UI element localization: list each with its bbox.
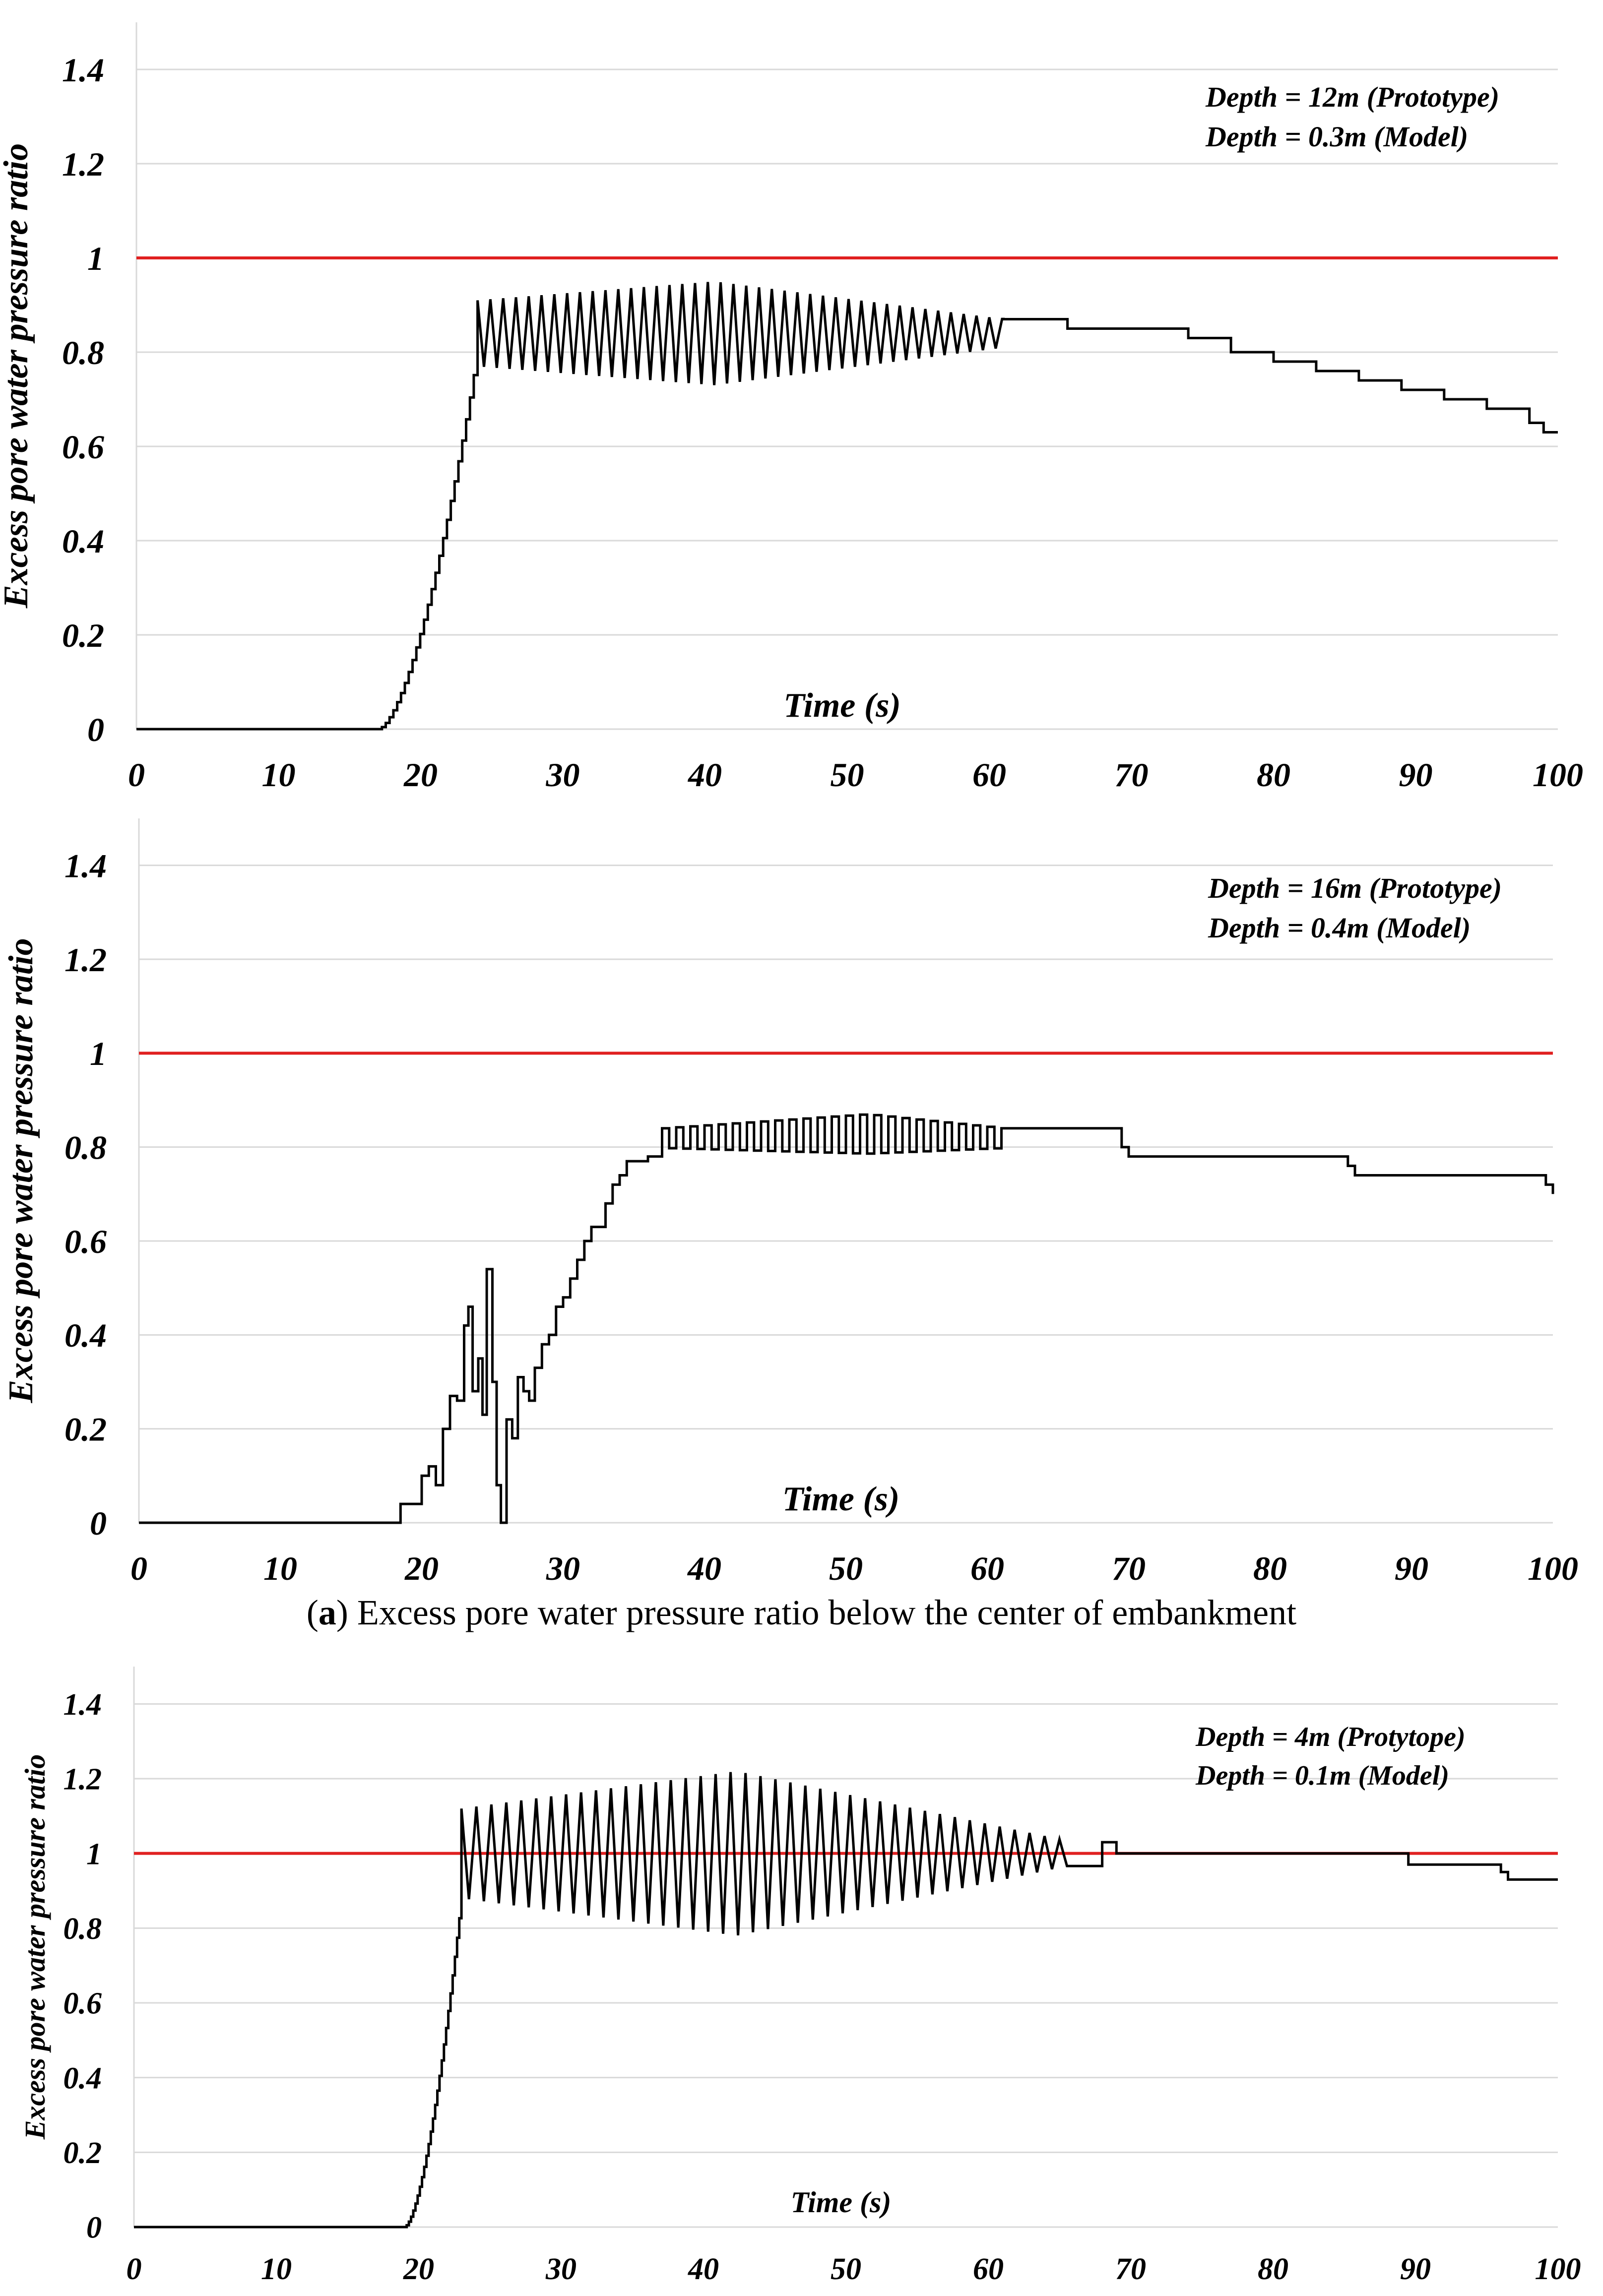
y-tick-label: 0.2 bbox=[64, 1410, 107, 1448]
x-tick-label: 20 bbox=[403, 2252, 434, 2286]
x-tick-label: 60 bbox=[970, 1550, 1004, 1587]
y-tick-label: 1.4 bbox=[62, 51, 104, 89]
y-tick-label: 0 bbox=[86, 2211, 102, 2245]
x-tick-label: 80 bbox=[1253, 1550, 1287, 1587]
y-tick-label: 0 bbox=[87, 711, 104, 748]
chart-panel-2: 0 0.2 0.4 0.6 0.8 1 1.2 1.4 0 10 20 30 40 50 60 70 80 90 1… bbox=[2, 818, 1578, 1587]
depth-annotation: Depth = 0.1m (Model) bbox=[1195, 1760, 1449, 1791]
caption-text: ) Excess pore water pressure ratio below… bbox=[336, 1593, 1297, 1632]
x-tick-label: 40 bbox=[687, 756, 722, 794]
series-line bbox=[136, 282, 1558, 731]
depth-annotation: Depth = 16m (Prototype) bbox=[1208, 872, 1502, 904]
x-tick-label: 0 bbox=[128, 756, 145, 794]
x-tick-label: 10 bbox=[263, 1550, 297, 1587]
chart-panel-3: 0 0.2 0.4 0.6 0.8 1 1.2 1.4 0 10 20 30 40 50 60 70 80 90 1… bbox=[19, 1667, 1581, 2286]
y-tick-label: 0 bbox=[90, 1504, 107, 1542]
y-tick-label: 0.6 bbox=[64, 1987, 102, 2021]
series-line bbox=[134, 1772, 1558, 2229]
x-tick-label: 20 bbox=[404, 1550, 439, 1587]
y-tick-label: 1.2 bbox=[64, 1763, 102, 1797]
x-axis-title: Time (s) bbox=[782, 1480, 900, 1518]
x-tick-label: 70 bbox=[1112, 1550, 1146, 1587]
y-tick-label: 0.2 bbox=[64, 2136, 102, 2170]
y-tick-label: 1.4 bbox=[64, 1688, 102, 1722]
y-tick-label: 1 bbox=[90, 1035, 107, 1072]
x-tick-label: 10 bbox=[261, 2252, 292, 2286]
y-tick-label: 1.4 bbox=[64, 847, 107, 884]
depth-annotation: Depth = 4m (Protytope) bbox=[1195, 1722, 1466, 1752]
x-tick-label: 0 bbox=[130, 1550, 147, 1587]
y-tick-label: 0.8 bbox=[64, 1128, 107, 1166]
y-tick-label: 1.2 bbox=[62, 145, 104, 183]
y-axis-title: Excess pore water pressure ratio bbox=[2, 938, 40, 1403]
y-tick-label: 0.4 bbox=[64, 2061, 102, 2095]
x-tick-label: 100 bbox=[1528, 1550, 1578, 1587]
x-tick-label: 30 bbox=[545, 2252, 577, 2286]
y-tick-label: 0.6 bbox=[62, 428, 104, 466]
y-tick-label: 1 bbox=[87, 240, 104, 277]
depth-annotation: Depth = 12m (Prototype) bbox=[1205, 81, 1499, 113]
x-tick-label: 90 bbox=[1400, 2252, 1431, 2286]
x-tick-label: 80 bbox=[1258, 2252, 1288, 2286]
y-axis-title: Excess pore water pressure ratio bbox=[0, 143, 35, 609]
y-tick-label: 0.4 bbox=[64, 1316, 107, 1354]
x-tick-label: 70 bbox=[1115, 2252, 1146, 2286]
y-tick-label: 0.8 bbox=[64, 1912, 102, 1946]
x-tick-label: 100 bbox=[1535, 2252, 1581, 2286]
chart-panel-1: 0 0.2 0.4 0.6 0.8 1 1.2 1.4 0 10 20 30 40 50 60 70 80 90 1… bbox=[0, 22, 1583, 794]
x-tick-label: 40 bbox=[687, 1550, 721, 1587]
x-tick-label: 10 bbox=[262, 756, 296, 794]
x-tick-label: 30 bbox=[546, 756, 580, 794]
x-tick-label: 70 bbox=[1115, 756, 1149, 794]
y-axis-title: Excess pore water pressure ratio bbox=[19, 1754, 51, 2140]
x-axis-title: Time (s) bbox=[783, 686, 901, 725]
x-tick-label: 50 bbox=[831, 756, 864, 794]
figure-caption: (a) Excess pore water pressure ratio bel… bbox=[306, 1593, 1297, 1632]
x-tick-label: 100 bbox=[1533, 756, 1583, 794]
y-tick-label: 0.8 bbox=[62, 334, 104, 372]
x-tick-label: 80 bbox=[1257, 756, 1290, 794]
caption-label: a bbox=[318, 1593, 336, 1632]
x-tick-label: 60 bbox=[972, 756, 1006, 794]
depth-annotation: Depth = 0.3m (Model) bbox=[1205, 121, 1468, 153]
y-tick-label: 1 bbox=[86, 1837, 102, 1871]
y-tick-label: 0.2 bbox=[62, 617, 104, 654]
y-tick-label: 0.4 bbox=[62, 522, 104, 560]
depth-annotation: Depth = 0.4m (Model) bbox=[1208, 912, 1471, 944]
y-tick-label: 1.2 bbox=[64, 941, 107, 979]
x-tick-label: 0 bbox=[127, 2252, 142, 2286]
series-line bbox=[139, 1113, 1554, 1524]
x-tick-label: 90 bbox=[1399, 756, 1433, 794]
x-tick-label: 20 bbox=[403, 756, 438, 794]
x-tick-label: 50 bbox=[831, 2252, 861, 2286]
x-tick-label: 60 bbox=[973, 2252, 1004, 2286]
x-tick-label: 50 bbox=[829, 1550, 863, 1587]
x-tick-label: 90 bbox=[1395, 1550, 1428, 1587]
x-tick-label: 30 bbox=[546, 1550, 580, 1587]
x-axis-title: Time (s) bbox=[791, 2186, 892, 2219]
x-tick-label: 40 bbox=[688, 2252, 719, 2286]
y-tick-label: 0.6 bbox=[64, 1223, 107, 1260]
